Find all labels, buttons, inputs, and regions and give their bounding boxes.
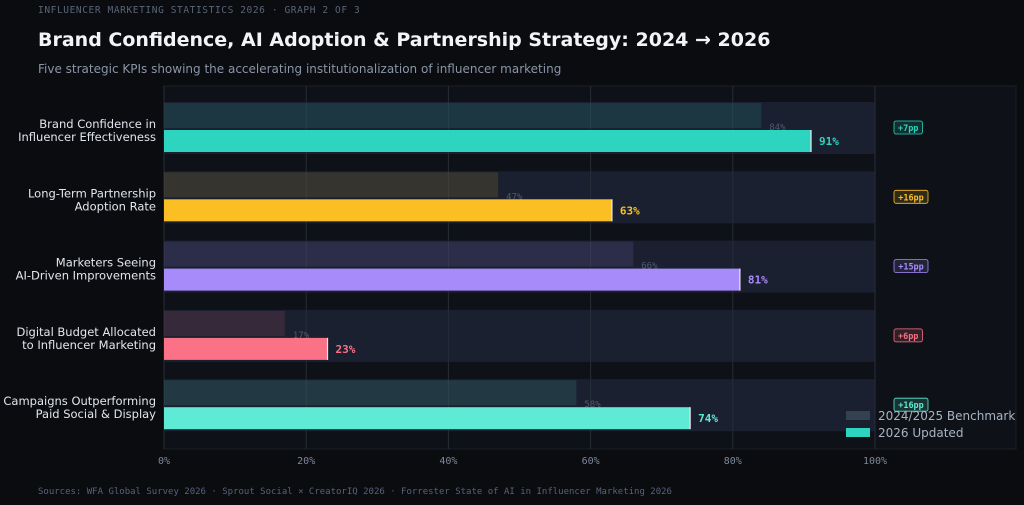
change-badge-label: +7pp: [898, 124, 918, 134]
legend-label-updated: 2026 Updated: [878, 425, 964, 440]
category-label-line: Marketers Seeing: [56, 256, 156, 270]
category-label-line: Influencer Effectiveness: [18, 130, 156, 144]
chart-sources: Sources: WFA Global Survey 2026 · Sprout…: [38, 487, 672, 497]
updated-bar: [164, 268, 740, 291]
change-badge: [893, 328, 923, 343]
x-tick-label: 60%: [582, 456, 600, 467]
category-label-line: to Influencer Marketing: [22, 338, 156, 352]
change-badge-label: +16pp: [898, 193, 924, 203]
legend-swatch-benchmark: [846, 411, 870, 420]
category-label: Digital Budget Allocated to Influencer Ma…: [16, 325, 156, 352]
updated-value-label: 81%: [748, 274, 768, 287]
updated-bar: [164, 199, 612, 222]
chart-kicker: INFLUENCER MARKETING STATISTICS 2026 · G…: [38, 5, 361, 16]
updated-bar: [164, 337, 328, 360]
change-badge-label: +6pp: [898, 332, 918, 342]
category-label: Long-Term Partnership Adoption Rate: [28, 186, 156, 213]
updated-value-label: 91%: [819, 135, 839, 148]
legend-item-benchmark: 2024/2025 Benchmark: [846, 407, 1015, 424]
category-label-line: Long-Term Partnership: [28, 186, 156, 200]
benchmark-value-label: 84%: [769, 123, 786, 133]
updated-bar: [164, 130, 812, 152]
x-tick-label: 0%: [158, 456, 170, 467]
benchmark-value-label: 47%: [506, 192, 523, 202]
benchmark-value-label: 66%: [641, 262, 658, 272]
x-tick-label: 40%: [439, 456, 457, 467]
legend-item-updated: 2026 Updated: [846, 424, 1015, 441]
benchmark-value-label: 17%: [293, 331, 310, 341]
change-badge: [893, 259, 929, 274]
benchmark-bar: [164, 241, 634, 267]
category-label-line: AI-Driven Improvements: [16, 269, 156, 283]
change-badge-label: +16pp: [898, 401, 924, 411]
chart-subtitle: Five strategic KPIs showing the accelera…: [38, 62, 562, 76]
change-badge: [893, 189, 929, 204]
updated-value-label: 74%: [698, 412, 718, 425]
updated-bar: [164, 407, 691, 430]
updated-value-label: 23%: [336, 343, 356, 356]
category-label: Marketers Seeing AI-Driven Improvements: [16, 256, 156, 283]
legend-label-benchmark: 2024/2025 Benchmark: [878, 408, 1016, 423]
category-label: Campaigns Outperforming Paid Social & Dis…: [3, 394, 156, 421]
category-label-line: Digital Budget Allocated: [16, 325, 156, 339]
category-label: Brand Confidence in Influencer Effectiven…: [18, 117, 156, 144]
change-badge: [893, 397, 929, 412]
benchmark-value-label: 58%: [584, 400, 601, 410]
x-tick-label: 80%: [724, 456, 742, 467]
updated-value-label: 63%: [620, 204, 640, 217]
x-tick-label: 100%: [863, 456, 887, 467]
change-badge-label: +15pp: [898, 263, 924, 273]
chart-legend: 2024/2025 Benchmark 2026 Updated: [846, 407, 1015, 441]
benchmark-bar: [164, 172, 499, 198]
change-badge: [893, 120, 923, 135]
legend-swatch-updated: [846, 428, 870, 437]
chart-title: Brand Confidence, AI Adoption & Partners…: [38, 29, 771, 51]
x-tick-label: 20%: [297, 456, 315, 467]
benchmark-bar: [164, 380, 577, 406]
category-label-line: Adoption Rate: [75, 199, 156, 213]
category-label-line: Paid Social & Display: [36, 407, 157, 421]
category-label-line: Campaigns Outperforming: [3, 394, 156, 408]
category-label-line: Brand Confidence in: [39, 117, 156, 131]
benchmark-bar: [164, 103, 762, 128]
benchmark-bar: [164, 310, 285, 336]
